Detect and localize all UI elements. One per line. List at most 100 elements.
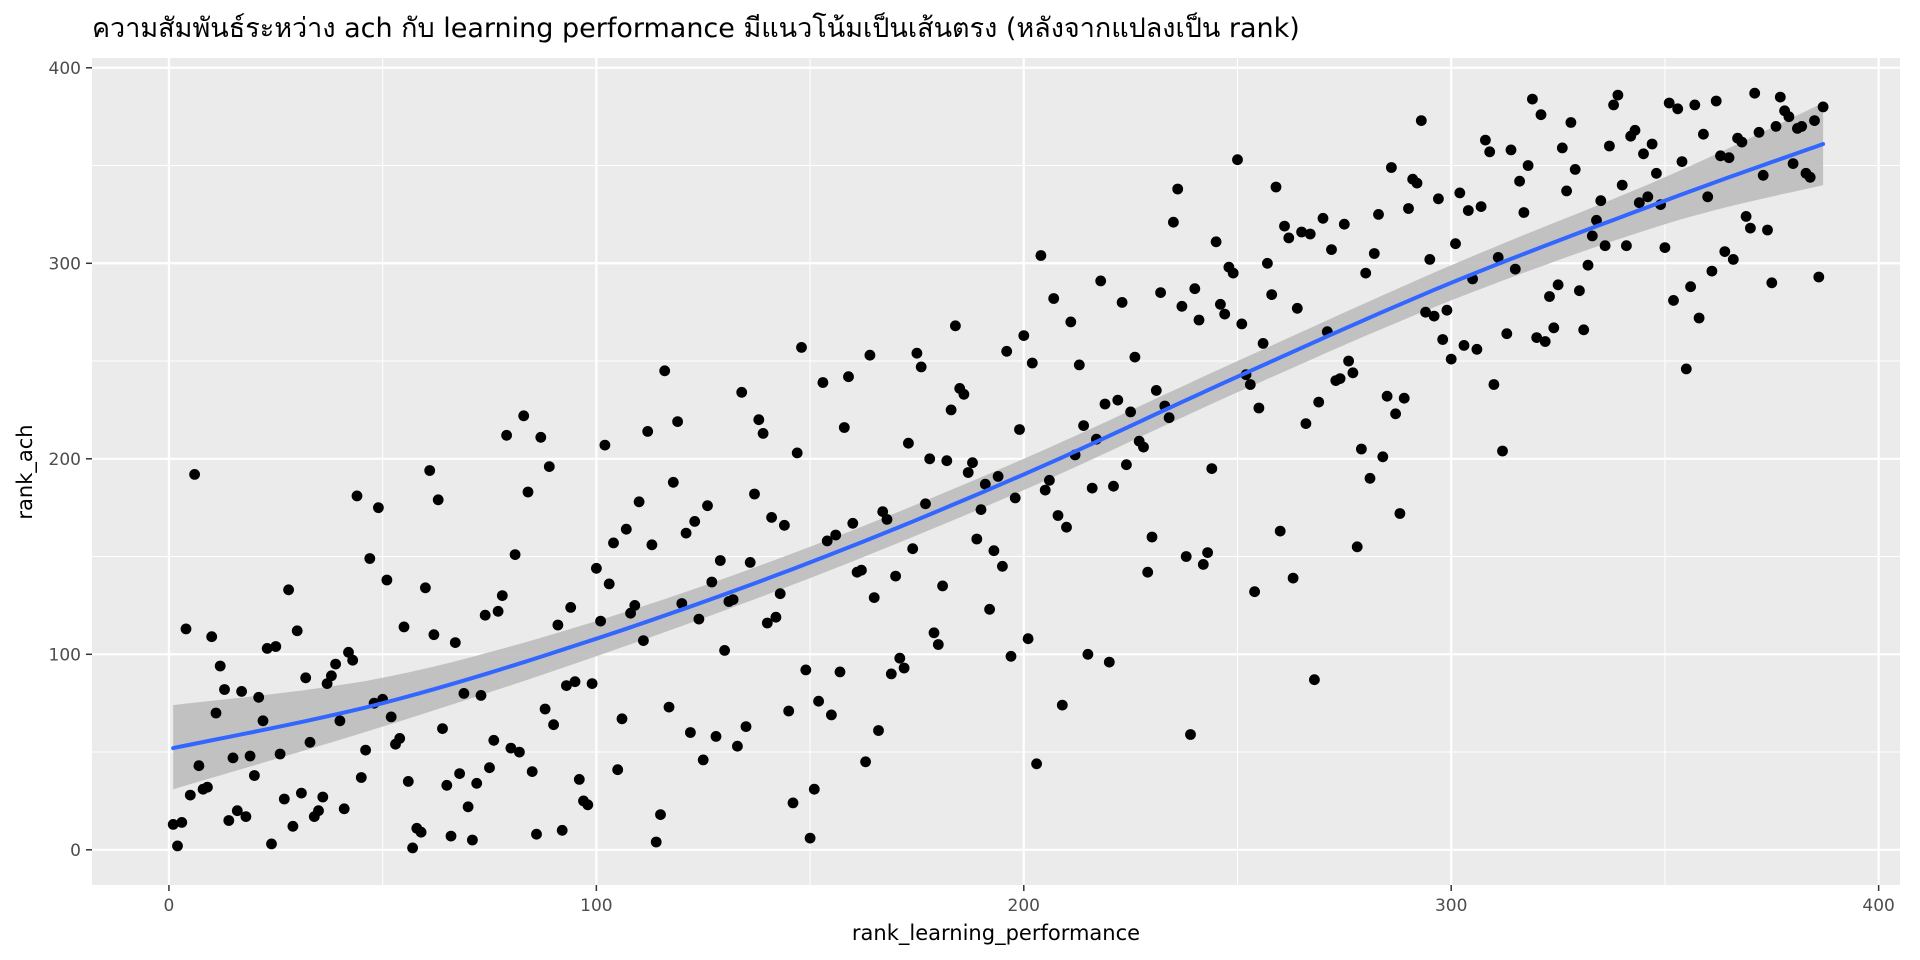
- data-point: [945, 404, 957, 416]
- data-point: [885, 668, 897, 680]
- data-point: [355, 772, 367, 783]
- data-point: [894, 652, 906, 664]
- data-point: [1612, 89, 1624, 101]
- data-point: [505, 742, 517, 754]
- data-point: [924, 453, 936, 465]
- data-point: [655, 809, 666, 820]
- data-point: [402, 776, 414, 787]
- data-point: [1505, 144, 1517, 156]
- data-point: [1445, 353, 1457, 365]
- data-point: [1616, 179, 1628, 191]
- data-point: [287, 820, 299, 832]
- data-point: [979, 478, 991, 490]
- y-tick-label: 200: [49, 450, 81, 470]
- data-point: [620, 523, 632, 535]
- data-point: [834, 666, 846, 678]
- data-point: [1514, 175, 1525, 187]
- data-point: [214, 660, 226, 672]
- data-point: [270, 641, 282, 652]
- data-point: [347, 654, 359, 666]
- data-point: [1103, 656, 1115, 668]
- data-point: [501, 429, 512, 441]
- data-point: [522, 486, 534, 498]
- data-point: [492, 605, 504, 617]
- data-point: [1163, 412, 1175, 424]
- data-point: [1424, 254, 1436, 265]
- data-point: [582, 799, 594, 811]
- data-point: [1138, 441, 1149, 453]
- data-point: [920, 498, 931, 510]
- data-point: [1215, 298, 1226, 310]
- data-point: [343, 646, 354, 658]
- chart-title: ความสัมพันธ์ระหว่าง ach กับ learning per…: [92, 13, 1300, 44]
- data-point: [821, 535, 833, 547]
- data-point: [373, 502, 384, 514]
- data-point: [223, 815, 235, 826]
- data-point: [1480, 134, 1491, 146]
- data-point: [1586, 230, 1598, 242]
- x-tick-label: 300: [1435, 896, 1467, 916]
- data-point: [736, 386, 748, 398]
- data-point: [962, 467, 974, 478]
- data-point: [1727, 254, 1739, 265]
- data-point: [351, 490, 363, 502]
- data-point: [1172, 183, 1184, 195]
- data-point: [672, 416, 683, 427]
- data-point: [1108, 480, 1119, 492]
- data-point: [770, 611, 782, 623]
- data-point: [1035, 250, 1047, 261]
- data-point: [629, 600, 641, 611]
- data-point: [1262, 257, 1273, 269]
- data-point: [573, 774, 585, 785]
- minor-gridlines: [92, 58, 1900, 885]
- data-point: [1518, 207, 1530, 218]
- data-point: [796, 342, 807, 353]
- data-point: [1326, 244, 1337, 256]
- data-point: [193, 760, 205, 772]
- data-point: [1715, 150, 1726, 162]
- data-point: [313, 805, 324, 817]
- data-point: [603, 578, 615, 590]
- data-point: [479, 609, 491, 621]
- data-point: [659, 365, 671, 377]
- data-point: [1574, 285, 1585, 297]
- data-point: [462, 801, 474, 813]
- data-point: [471, 777, 483, 789]
- data-point: [381, 574, 393, 586]
- data-point: [1338, 218, 1350, 230]
- data-point: [1304, 228, 1316, 240]
- data-point: [1022, 633, 1034, 645]
- data-point: [1031, 758, 1042, 770]
- data-point: [646, 539, 658, 551]
- data-point: [1809, 115, 1820, 126]
- data-point: [667, 476, 679, 488]
- data-point: [437, 723, 448, 734]
- data-point: [1125, 406, 1136, 418]
- data-point: [1595, 195, 1607, 207]
- data-point: [552, 619, 564, 631]
- data-point: [1078, 420, 1089, 431]
- data-point: [958, 388, 970, 400]
- data-point: [1804, 171, 1816, 183]
- data-point: [304, 736, 316, 748]
- data-point: [296, 787, 307, 799]
- data-point: [1095, 275, 1107, 287]
- data-point: [415, 826, 427, 838]
- data-point: [1287, 572, 1299, 584]
- data-point: [518, 410, 530, 422]
- data-point: [873, 725, 884, 736]
- data-point: [1185, 729, 1196, 740]
- data-point: [1386, 162, 1397, 173]
- data-point: [458, 688, 470, 699]
- data-point: [988, 545, 1000, 557]
- data-point: [1121, 459, 1132, 471]
- data-point: [432, 494, 444, 506]
- data-point: [928, 627, 940, 639]
- data-point: [1437, 334, 1449, 345]
- data-point: [244, 750, 256, 762]
- data-point: [424, 465, 436, 476]
- data-point: [231, 805, 243, 817]
- data-point: [1052, 510, 1064, 521]
- data-point: [1168, 216, 1179, 228]
- data-point: [714, 555, 726, 566]
